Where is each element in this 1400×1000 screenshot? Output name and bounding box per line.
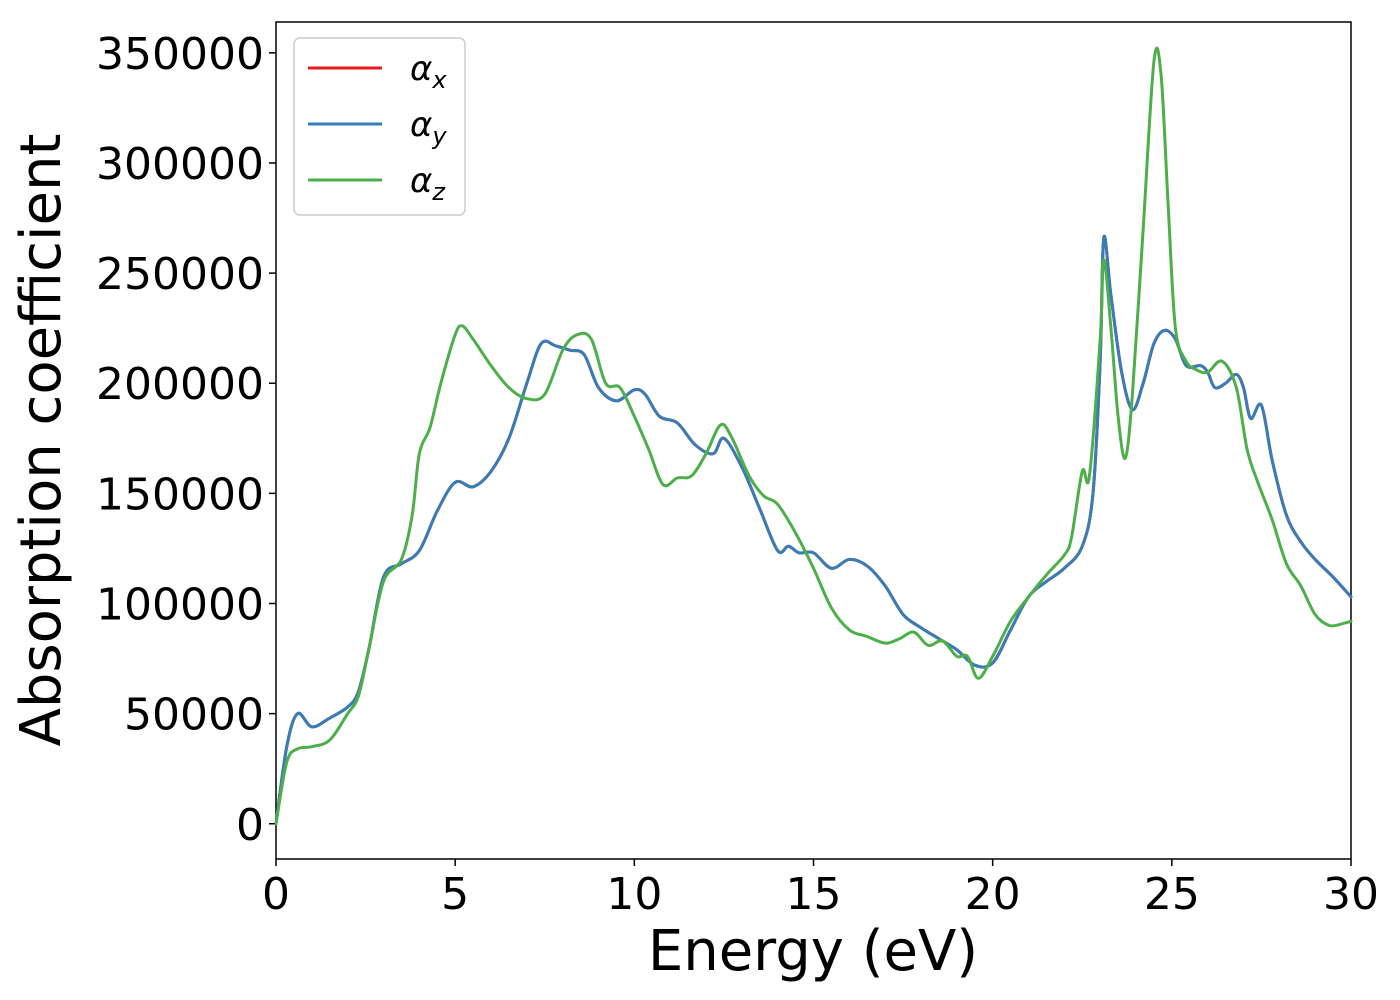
- y-tick-label: 300000: [96, 139, 264, 190]
- x-tick-label: 5: [441, 869, 469, 920]
- legend-label: αz: [410, 161, 446, 206]
- legend-entry-alpha-x: αx: [308, 49, 447, 94]
- legend-entry-alpha-y: αy: [308, 105, 447, 150]
- x-tick-label: 25: [1144, 869, 1200, 920]
- legend-entry-alpha-z: αz: [308, 161, 446, 206]
- y-tick-label: 200000: [96, 359, 264, 410]
- y-axis: 0 50000 100000 150000 200000 250000 300000 3500…: [96, 29, 276, 851]
- y-axis-label: Absorption coefficient: [9, 134, 74, 747]
- x-axis-label: Energy (eV): [648, 919, 978, 984]
- series-alpha-x-line: [274, 234, 1353, 826]
- x-tick-label: 10: [606, 869, 662, 920]
- y-tick-label: 0: [236, 800, 264, 851]
- legend-label: αx: [410, 49, 447, 94]
- y-tick-label: 150000: [96, 469, 264, 520]
- legend: αx αy αz: [293, 37, 466, 216]
- series-alpha-y-line: [274, 234, 1353, 826]
- x-tick-label: 20: [965, 869, 1021, 920]
- y-tick-label: 100000: [96, 579, 264, 630]
- legend-box: [293, 37, 466, 216]
- legend-label: αy: [410, 105, 447, 150]
- y-tick-label: 50000: [124, 690, 264, 741]
- x-tick-label: 0: [262, 869, 290, 920]
- x-tick-label: 15: [786, 869, 842, 920]
- series-alpha-z-line: [274, 46, 1353, 826]
- y-tick-label: 350000: [96, 29, 264, 80]
- series-layer: [274, 46, 1353, 826]
- x-axis: 0 5 10 15 20 25 30: [262, 859, 1379, 920]
- y-tick-label: 250000: [96, 249, 264, 300]
- x-tick-label: 30: [1323, 869, 1379, 920]
